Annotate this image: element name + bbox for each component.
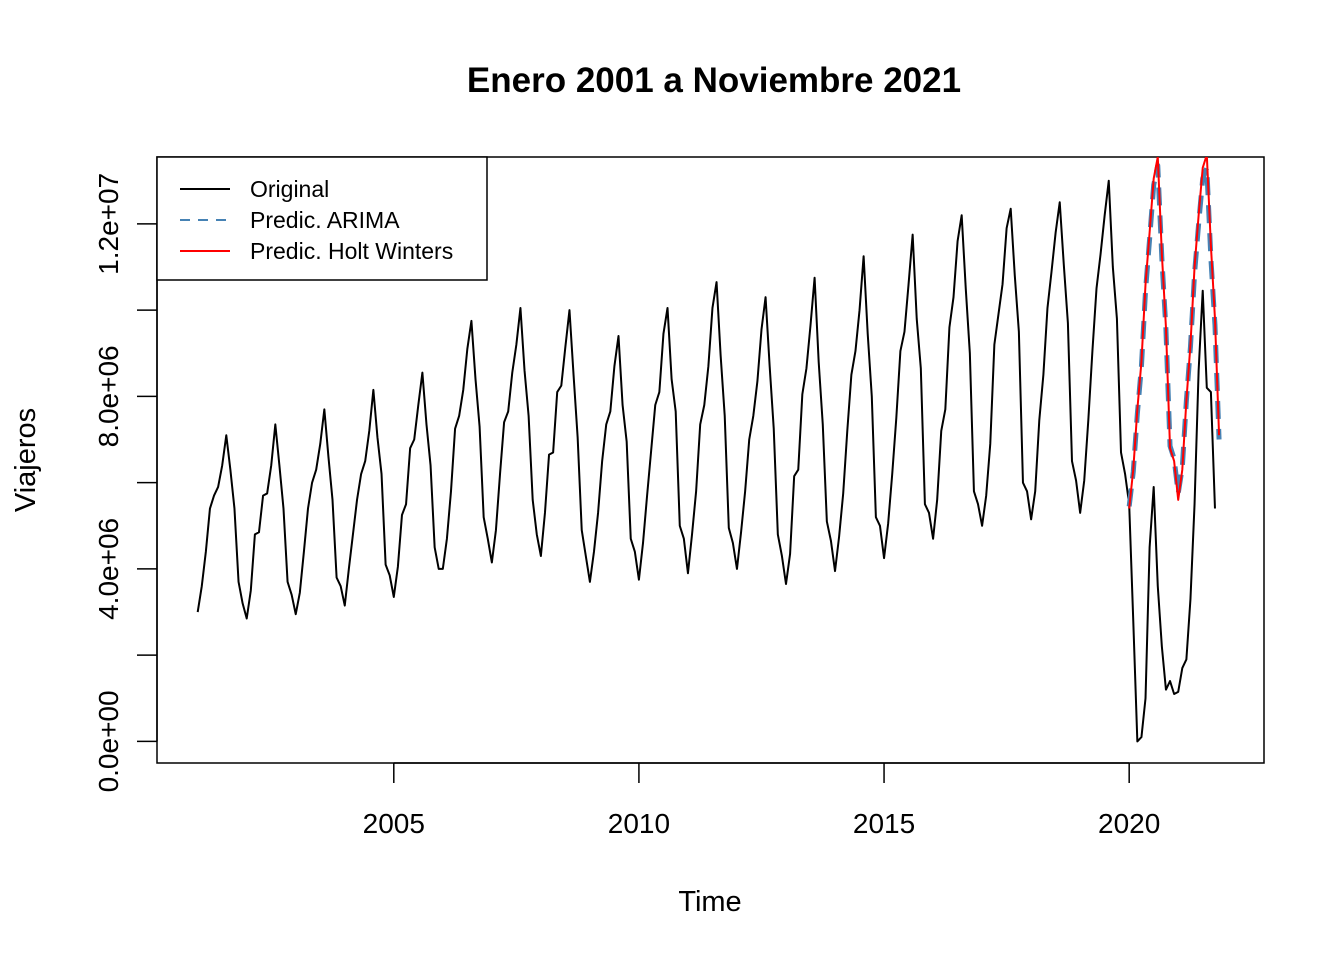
legend-label-original: Original [250,176,329,202]
y-tick-label: 1.2e+07 [93,173,124,275]
series-line-holt-winters [1128,157,1221,509]
x-axis: 2005 2010 2015 2020 [363,762,1160,839]
legend-label-holt-winters: Predic. Holt Winters [250,238,453,264]
x-axis-label: Time [678,886,741,918]
x-tick-label: 2010 [608,808,670,839]
legend: Original Predic. ARIMA Predic. Holt Wint… [156,156,488,281]
y-axis: 0.0e+00 4.0e+06 8.0e+06 1.2e+07 [93,173,158,792]
x-tick-label: 2005 [363,808,425,839]
x-tick-label: 2020 [1098,808,1160,839]
y-tick-label: 0.0e+00 [93,690,124,792]
y-axis-label: Viajeros [10,408,42,512]
legend-box [156,156,488,281]
x-tick-label: 2015 [853,808,915,839]
series-layer [196,157,1222,743]
legend-label-arima: Predic. ARIMA [250,207,400,233]
series-line-arima [1126,163,1222,507]
y-tick-label: 4.0e+06 [93,518,124,620]
chart-title: Enero 2001 a Noviembre 2021 [467,61,961,100]
series-line-original [196,179,1216,743]
y-tick-label: 8.0e+06 [93,345,124,447]
